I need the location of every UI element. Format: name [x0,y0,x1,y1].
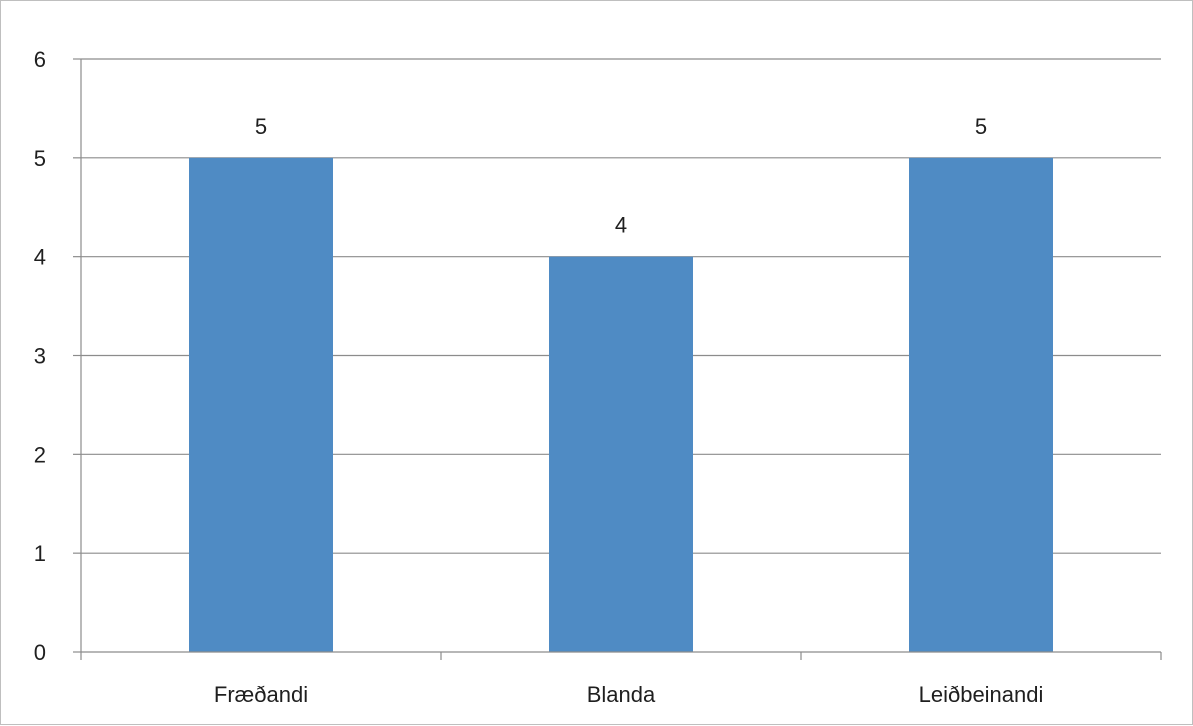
labels: 0 1 2 3 4 5 6 5 Fræðandi 4 Blanda 5 Leiðbeinandi [34,47,1044,707]
bar [909,157,1053,653]
data-label: 4 [615,213,627,238]
x-tick-label: Blanda [587,682,656,707]
y-tick-label: 6 [34,47,46,72]
y-tick-label: 5 [34,146,46,171]
bars [189,157,1053,653]
bar [549,256,693,652]
x-tick-label: Fræðandi [214,682,308,707]
y-tick-label: 4 [34,245,46,270]
axes [73,58,1162,660]
data-label: 5 [975,114,987,139]
y-tick-label: 1 [34,541,46,566]
x-tick-label: Leiðbeinandi [919,682,1044,707]
bar [189,157,333,653]
y-tick-label: 2 [34,442,46,467]
data-label: 5 [255,114,267,139]
y-tick-label: 0 [34,640,46,665]
y-tick-label: 3 [34,344,46,369]
